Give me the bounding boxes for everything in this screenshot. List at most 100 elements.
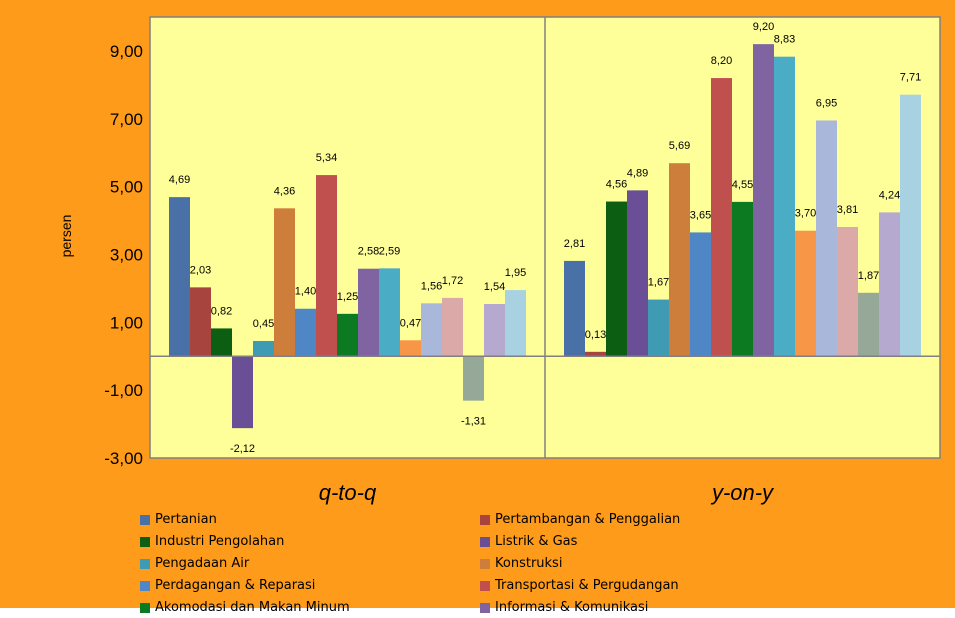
y-tick-label: 3,00 — [110, 245, 143, 264]
bar — [295, 308, 316, 357]
y-axis-ticks: 9,00 7,00 5,00 3,00 1,00 -1,00 -3,00 — [104, 42, 143, 468]
bar — [900, 94, 921, 357]
bar — [627, 190, 648, 357]
bar — [505, 290, 526, 357]
data-label: 9,20 — [753, 21, 774, 33]
bar — [358, 268, 379, 357]
data-label: 5,34 — [316, 152, 337, 164]
bar — [442, 297, 463, 357]
legend-swatch — [140, 536, 150, 547]
data-label: 0,45 — [253, 318, 274, 330]
data-label: 4,55 — [732, 179, 753, 191]
data-label: 0,13 — [585, 329, 606, 341]
data-label: 3,65 — [690, 209, 711, 221]
bar — [816, 120, 837, 357]
legend-swatch — [140, 514, 150, 525]
data-label: 1,67 — [648, 277, 669, 289]
bar — [232, 356, 253, 429]
bar — [421, 303, 442, 357]
legend-swatch — [480, 536, 490, 547]
bar — [690, 232, 711, 357]
y-tick-label: 9,00 — [110, 42, 143, 61]
data-label: 3,81 — [837, 204, 858, 216]
bar — [484, 303, 505, 357]
data-label: 5,69 — [669, 140, 690, 152]
labels-layer: 4,69 2,81 2,03 0,13 0,82 4,56 -2,12 4,89 0,45 1,6… — [169, 21, 921, 455]
data-label: 0,82 — [211, 305, 232, 317]
data-label: 2,81 — [564, 238, 585, 250]
legend-swatch — [480, 580, 490, 591]
data-label: 4,89 — [627, 167, 648, 179]
bar — [879, 212, 900, 357]
legend-label: Listrik & Gas — [495, 534, 578, 549]
data-label: 1,25 — [337, 291, 358, 303]
data-label: 2,58 — [358, 246, 379, 258]
category-label: q-to-q — [319, 480, 377, 505]
data-label: 2,03 — [190, 264, 211, 276]
bar — [400, 340, 421, 357]
data-label: 4,56 — [606, 179, 627, 191]
data-label: 4,24 — [879, 189, 900, 201]
bars-layer — [169, 44, 921, 429]
legend-item: Pertambangan & Penggalian — [480, 509, 820, 530]
legend-label: Pertanian — [155, 512, 217, 527]
bar — [606, 201, 627, 357]
bar — [211, 328, 232, 357]
legend-label: Transportasi & Pergudangan — [495, 578, 679, 593]
legend-label: Konstruksi — [495, 556, 563, 571]
legend-swatch — [140, 580, 150, 591]
legend-swatch — [480, 514, 490, 525]
data-label: 4,36 — [274, 185, 295, 197]
data-label: 4,69 — [169, 174, 190, 186]
bar — [858, 292, 879, 357]
bar — [711, 78, 732, 357]
legend-item: Listrik & Gas — [480, 531, 820, 552]
legend-item: Perdagangan & Reparasi — [140, 575, 480, 596]
category-label: y-on-y — [710, 480, 775, 505]
bar — [564, 260, 585, 357]
bar — [669, 163, 690, 357]
bar — [585, 351, 606, 357]
data-label: 8,83 — [774, 34, 795, 46]
bar — [379, 268, 400, 357]
bar — [795, 230, 816, 357]
bar — [253, 340, 274, 357]
data-label: -1,31 — [461, 416, 486, 428]
y-tick-label: -1,00 — [104, 381, 143, 400]
bar — [274, 208, 295, 357]
data-label: 3,70 — [795, 208, 816, 220]
x-axis-categories: q-to-q y-on-y — [319, 480, 775, 505]
legend-label: Pengadaan Air — [155, 556, 250, 571]
bar — [463, 356, 484, 401]
bar — [753, 44, 774, 357]
data-label: 1,56 — [421, 280, 442, 292]
bar — [732, 201, 753, 357]
legend-swatch — [480, 558, 490, 569]
y-tick-label: 5,00 — [110, 178, 143, 197]
data-label: 1,54 — [484, 281, 505, 293]
legend-label: Perdagangan & Reparasi — [155, 578, 316, 593]
bar — [648, 299, 669, 357]
data-label: 7,71 — [900, 72, 921, 84]
data-label: 1,87 — [858, 270, 879, 282]
data-label: 2,59 — [379, 245, 400, 257]
y-tick-label: 7,00 — [110, 110, 143, 129]
bar — [169, 197, 190, 357]
legend-item: Transportasi & Pergudangan — [480, 575, 820, 596]
legend-item: Pengadaan Air — [140, 553, 480, 574]
legend-item: Industri Pengolahan — [140, 531, 480, 552]
data-label: 0,47 — [400, 317, 421, 329]
data-label: -2,12 — [230, 443, 255, 455]
legend-item: Konstruksi — [480, 553, 820, 574]
data-label: 1,72 — [442, 275, 463, 287]
bar — [190, 287, 211, 357]
bar — [316, 175, 337, 357]
legend-item: Pertanian — [140, 509, 480, 530]
legend-label: Pertambangan & Penggalian — [495, 512, 681, 527]
y-tick-label: -3,00 — [104, 449, 143, 468]
data-label: 1,95 — [505, 267, 526, 279]
legend: Pertanian Pertambangan & Penggalian Indust… — [140, 509, 940, 618]
y-tick-label: 1,00 — [110, 313, 143, 332]
